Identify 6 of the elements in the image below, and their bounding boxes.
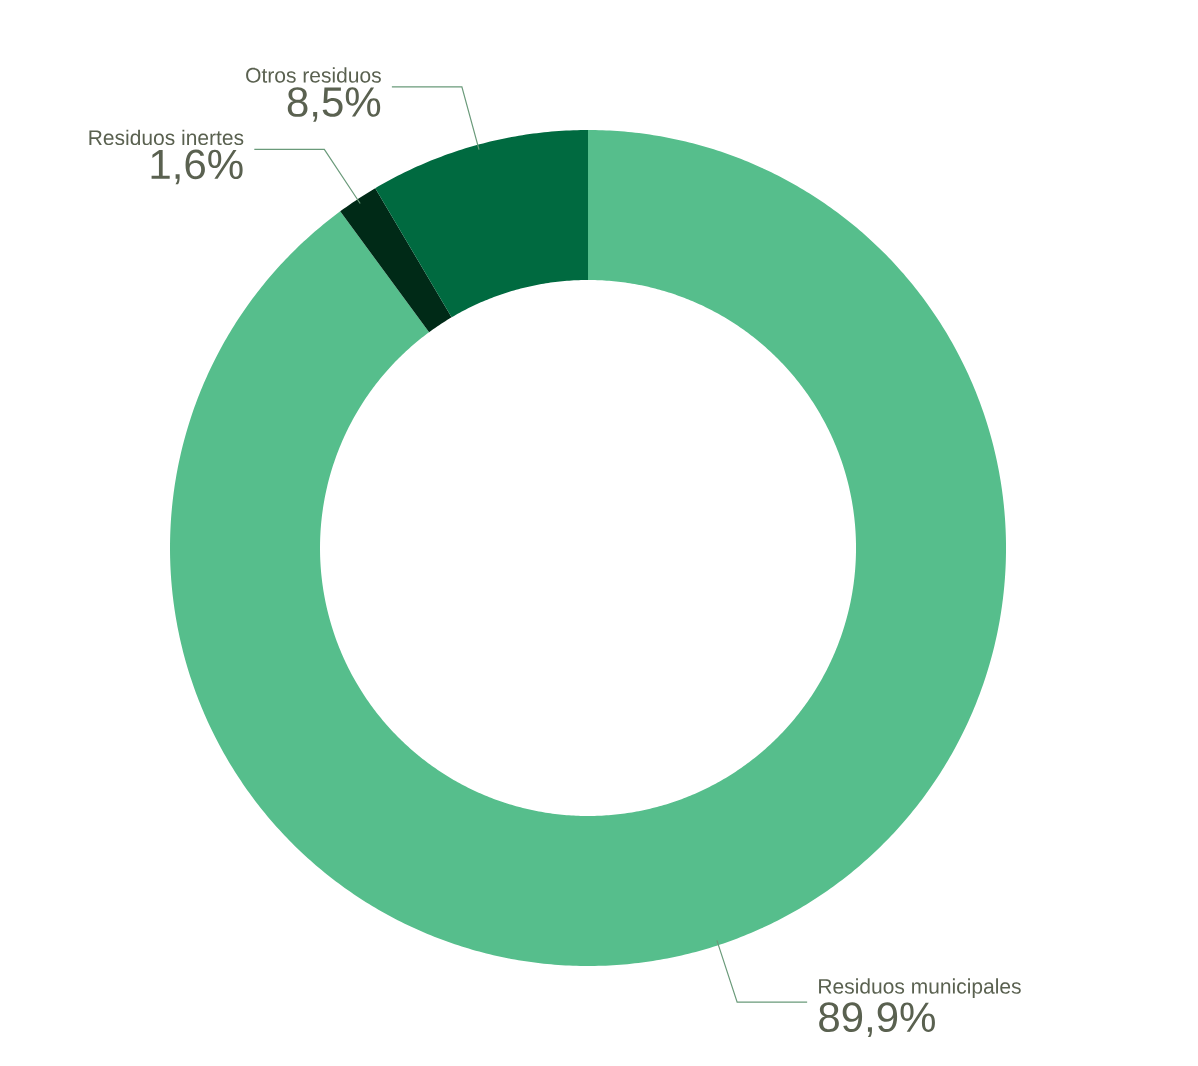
slice-label: Residuos inertes — [89, 129, 244, 146]
data-label: 1,6% — [151, 149, 243, 185]
slice-label: Residuos municipales — [819, 978, 1021, 998]
data-label: 89,9% — [819, 1002, 935, 1038]
data-label: 8,5% — [287, 87, 381, 122]
slice-label: Otros residuos — [246, 67, 381, 83]
